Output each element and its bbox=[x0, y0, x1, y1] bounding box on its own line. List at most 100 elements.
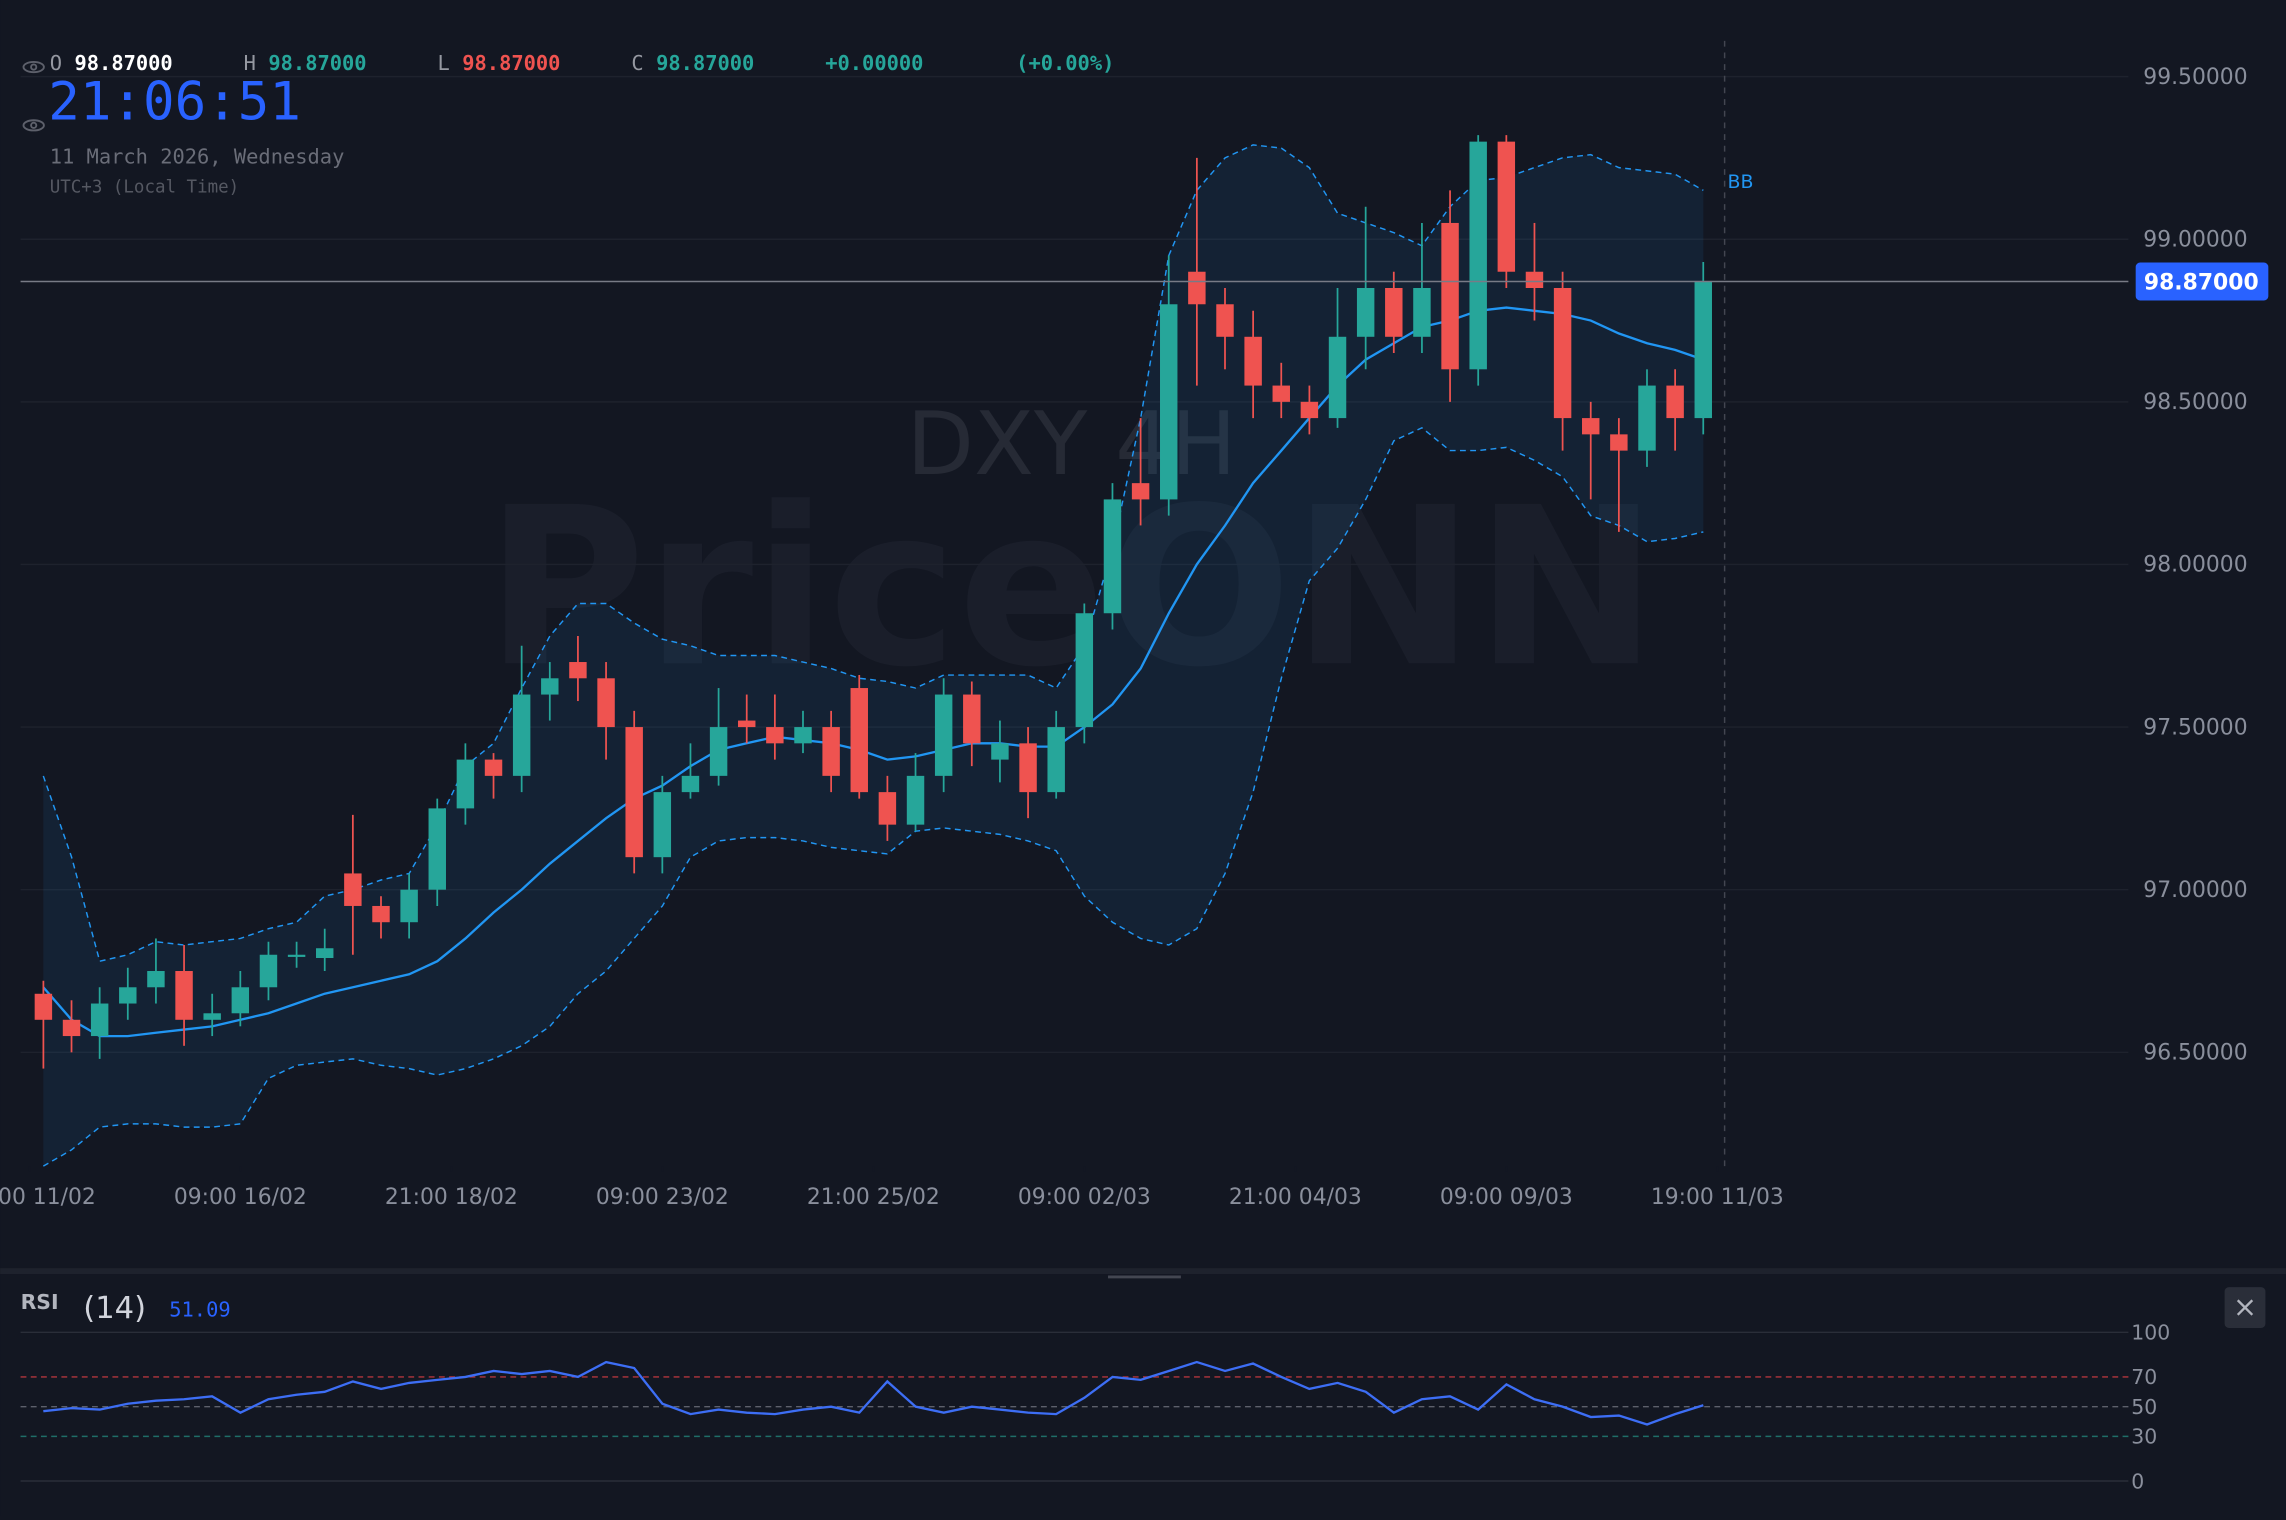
candle-body bbox=[709, 727, 728, 776]
candle-body bbox=[1188, 271, 1206, 305]
candle-body bbox=[850, 688, 868, 793]
candle-body bbox=[316, 948, 334, 958]
change-pct: (+0.00%) bbox=[1016, 51, 1114, 75]
clock: 21:06:51 bbox=[48, 72, 301, 133]
close-button[interactable] bbox=[2224, 1287, 2266, 1328]
candle-body bbox=[1075, 613, 1094, 728]
candle-body bbox=[428, 808, 446, 890]
x-tick-label: 19:00 11/03 bbox=[1651, 1185, 1784, 1210]
candle-body bbox=[484, 759, 503, 776]
candle-body bbox=[1666, 385, 1684, 419]
candle-body bbox=[625, 727, 643, 858]
x-tick-label: 09:00 09/03 bbox=[1440, 1185, 1573, 1210]
candle-body bbox=[1497, 141, 1516, 272]
y-tick-label: 97.50000 bbox=[2143, 715, 2247, 740]
candle-body bbox=[1356, 287, 1375, 337]
candle-body bbox=[1328, 336, 1347, 419]
rsi-tick-label: 70 bbox=[2131, 1365, 2157, 1389]
candle-body bbox=[906, 775, 925, 825]
y-tick-label: 98.50000 bbox=[2143, 390, 2247, 415]
price-pane: 96.50000 97.00000 97.50000 98.00000 98.50000… bbox=[0, 65, 2269, 1210]
bb-lower bbox=[42, 426, 1704, 1167]
candle-body bbox=[681, 775, 700, 793]
eye-icons bbox=[22, 61, 45, 132]
candle-body bbox=[1413, 287, 1431, 337]
candle-body bbox=[1272, 385, 1290, 402]
last-price-label: 98.87000 bbox=[2144, 271, 2259, 296]
close-icon[interactable] bbox=[2236, 1299, 2254, 1316]
ohlc-label: L bbox=[437, 51, 449, 75]
candle-body bbox=[1103, 499, 1122, 614]
candle-body bbox=[541, 678, 559, 695]
candle-body bbox=[1553, 287, 1572, 419]
x-tick-label: 09:00 23/02 bbox=[596, 1185, 729, 1210]
candle-body bbox=[34, 993, 53, 1020]
candle-body bbox=[794, 727, 812, 744]
pane-separator[interactable] bbox=[0, 1268, 2286, 1275]
bb-label: BB bbox=[1728, 171, 1754, 193]
candle-body bbox=[1525, 271, 1544, 288]
bb-upper bbox=[42, 144, 1704, 963]
candle-body bbox=[738, 720, 756, 728]
timezone: UTC+3 (Local Time) bbox=[50, 177, 239, 197]
y-tick-label: 97.00000 bbox=[2143, 878, 2247, 903]
rsi-tick-label: 100 bbox=[2131, 1321, 2170, 1345]
candle-body bbox=[1131, 483, 1150, 500]
x-tick-label: 21:00 18/02 bbox=[385, 1185, 518, 1210]
candle-body bbox=[1047, 727, 1065, 793]
x-tick-label: 21:00 04/03 bbox=[1229, 1185, 1362, 1210]
candle-body bbox=[400, 889, 418, 923]
ohlc-value: 98.87000 bbox=[656, 51, 754, 75]
candle-body bbox=[1610, 434, 1628, 451]
rsi-period: (14) bbox=[83, 1291, 146, 1326]
candle-body bbox=[766, 727, 784, 744]
rsi-tick-label: 50 bbox=[2131, 1395, 2157, 1419]
candle-body bbox=[1244, 336, 1262, 386]
candle-body bbox=[822, 727, 840, 776]
candle-body bbox=[147, 971, 165, 988]
candle-body bbox=[512, 694, 531, 776]
candle-body bbox=[1441, 222, 1459, 370]
ohlc-value: 98.87000 bbox=[75, 51, 173, 75]
rsi-value: 51.09 bbox=[169, 1297, 230, 1321]
ohlc-value: 98.87000 bbox=[268, 51, 366, 75]
candle-body bbox=[991, 743, 1009, 760]
candle-body bbox=[259, 954, 278, 988]
x-tick-label: 21:00 25/02 bbox=[807, 1185, 940, 1210]
rsi-line bbox=[43, 1360, 1704, 1426]
x-tick-label: 21:00 11/02 bbox=[0, 1185, 96, 1210]
candle-body bbox=[1582, 418, 1600, 435]
watermark-symbol: DXY 4H bbox=[907, 393, 1237, 495]
rsi-title: RSI bbox=[21, 1290, 59, 1314]
candle-body bbox=[963, 694, 981, 744]
candle-body bbox=[1160, 304, 1178, 500]
candle-body bbox=[344, 873, 362, 906]
candle-body bbox=[569, 662, 587, 679]
ohlc-value: 98.87000 bbox=[462, 51, 560, 75]
watermark-brand: PriceONN bbox=[485, 460, 1658, 715]
candle-body bbox=[878, 792, 897, 825]
candle-body bbox=[372, 905, 390, 923]
candle-body bbox=[203, 1013, 221, 1020]
ohlc-legend: O 98.87000 H 98.87000 L 98.87000 C 98.87… bbox=[50, 51, 1115, 75]
y-tick-label: 99.50000 bbox=[2143, 65, 2247, 90]
rsi-tick-label: 0 bbox=[2131, 1469, 2144, 1493]
candle-body bbox=[119, 987, 137, 1004]
candle-body bbox=[231, 987, 250, 1014]
ohlc-label: C bbox=[631, 51, 643, 75]
rsi-tick-label: 30 bbox=[2131, 1425, 2157, 1449]
change: +0.00000 bbox=[825, 51, 923, 75]
y-tick-label: 98.00000 bbox=[2143, 553, 2247, 578]
candle-body bbox=[1019, 743, 1037, 793]
candle-body bbox=[1694, 281, 1712, 419]
candle-body bbox=[287, 954, 306, 957]
candle-body bbox=[456, 759, 475, 809]
x-tick-label: 09:00 16/02 bbox=[174, 1185, 307, 1210]
y-tick-label: 96.50000 bbox=[2143, 1041, 2247, 1066]
x-tick-label: 09:00 02/03 bbox=[1018, 1185, 1151, 1210]
ohlc-label: H bbox=[244, 51, 256, 75]
candle-body bbox=[597, 678, 615, 728]
candle-body bbox=[653, 792, 672, 858]
